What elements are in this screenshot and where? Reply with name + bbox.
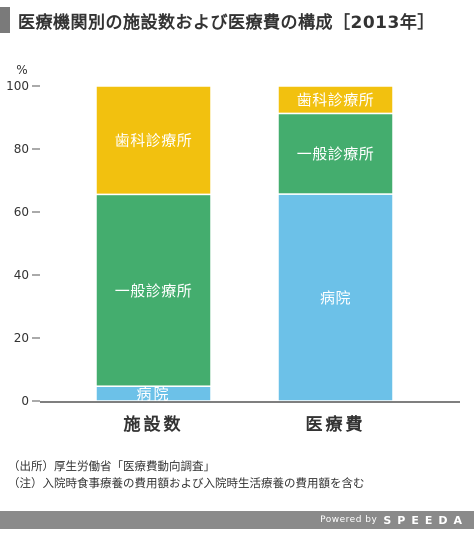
segment-label: 病院 [136, 385, 170, 403]
segment-label: 一般診療所 [297, 145, 375, 163]
y-axis-unit: % [16, 63, 27, 77]
y-tick-label: 0 [21, 394, 29, 408]
footnote: （注）入院時食事療養の費用額および入院時生活療養の費用額を含む [8, 476, 365, 490]
chart-title: 医療機関別の施設数および医療費の構成［2013年］ [18, 12, 435, 33]
notes: （出所）厚生労働省「医療費動向調査」 （注）入院時食事療養の費用額および入院時生… [8, 458, 468, 492]
y-tick-label: 40 [14, 268, 29, 282]
bar-segment [95, 85, 212, 196]
segment-label: 一般診療所 [115, 282, 193, 300]
title-accent [0, 7, 10, 33]
y-tick-label: 80 [14, 142, 29, 156]
bar-segment [277, 85, 394, 115]
segment-label: 歯科診療所 [115, 132, 193, 150]
source-note: （出所）厚生労働省「医療費動向調査」 [8, 459, 215, 473]
powered-by-label: Powered by [320, 515, 378, 525]
bar-segment [95, 193, 212, 387]
y-tick-label: 60 [14, 205, 29, 219]
segment-label: 病院 [320, 289, 351, 307]
category-label: 医療費 [306, 414, 366, 435]
y-tick-label: 100 [6, 79, 29, 93]
bar-segment [277, 112, 394, 195]
y-tick-label: 20 [14, 331, 29, 345]
bar-segment [277, 193, 394, 402]
category-label: 施設数 [124, 414, 184, 435]
segment-label: 歯科診療所 [297, 91, 375, 109]
speeda-logo: SPEEDA [383, 513, 468, 527]
title-bar: 医療機関別の施設数および医療費の構成［2013年］ [0, 0, 474, 40]
footer-bar: Powered by SPEEDA [0, 511, 474, 529]
